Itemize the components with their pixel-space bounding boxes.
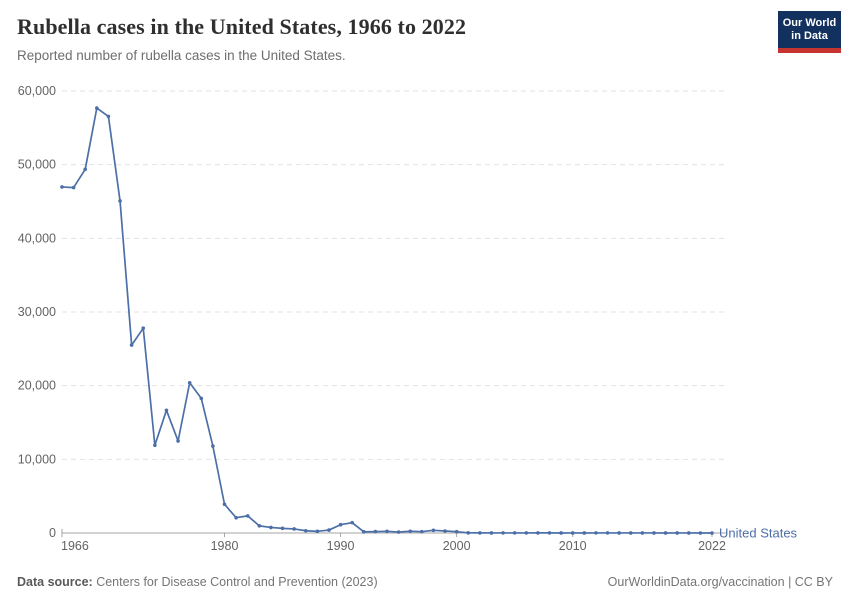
y-tick-label: 10,000 [18, 452, 56, 466]
data-point[interactable] [338, 522, 343, 527]
owid-logo-line2: in Data [791, 29, 828, 42]
data-point[interactable] [605, 531, 610, 535]
data-point[interactable] [176, 439, 180, 443]
x-tick-label: 1980 [211, 539, 239, 553]
data-point[interactable] [71, 185, 76, 190]
line-chart: 0 10,000 20,000 30,000 40,000 50,000 60,000 196… [18, 84, 798, 553]
data-point[interactable] [327, 528, 331, 532]
data-point[interactable] [628, 531, 633, 535]
data-point[interactable] [466, 531, 471, 535]
data-point[interactable] [570, 531, 575, 535]
data-point[interactable] [199, 396, 204, 401]
data-point[interactable] [361, 530, 366, 534]
owid-logo[interactable]: Our World in Data [778, 11, 841, 53]
data-point[interactable] [222, 502, 227, 507]
entity-label[interactable]: United States [719, 525, 798, 540]
chart-subtitle: Reported number of rubella cases in the … [17, 48, 346, 63]
data-point[interactable] [373, 529, 378, 534]
data-point[interactable] [95, 106, 99, 110]
chart-footer: Data source: Centers for Disease Control… [17, 574, 833, 590]
data-source-text: Centers for Disease Control and Preventi… [92, 575, 378, 589]
data-point[interactable] [594, 531, 598, 535]
data-point[interactable] [431, 528, 436, 533]
data-point[interactable] [652, 531, 656, 535]
data-point[interactable] [443, 529, 447, 533]
data-point[interactable] [454, 529, 459, 534]
x-tick-label: 1966 [61, 539, 89, 553]
data-point[interactable] [141, 326, 146, 330]
data-point[interactable] [153, 443, 157, 448]
data-point[interactable] [187, 380, 192, 385]
data-point[interactable] [280, 526, 285, 531]
data-point[interactable] [164, 408, 169, 413]
data-source: Data source: Centers for Disease Control… [17, 574, 378, 590]
data-point[interactable] [245, 514, 250, 518]
y-tick-label: 30,000 [18, 305, 56, 319]
data-point[interactable] [83, 167, 88, 172]
data-point[interactable] [420, 529, 424, 534]
data-point[interactable] [211, 444, 215, 448]
data-point[interactable] [582, 531, 587, 535]
data-point[interactable] [686, 531, 691, 535]
data-point[interactable] [524, 531, 529, 535]
y-tick-label: 0 [49, 526, 56, 540]
x-tick-label: 1990 [327, 539, 355, 553]
owid-logo-line1: Our World [782, 16, 837, 29]
page-title: Rubella cases in the United States, 1966… [17, 14, 467, 39]
data-point[interactable] [350, 520, 354, 525]
data-point[interactable] [640, 531, 645, 535]
data-point[interactable] [512, 531, 517, 535]
data-point[interactable] [489, 531, 494, 535]
data-point[interactable] [559, 531, 563, 535]
chart-header: Rubella cases in the United States, 1966… [17, 13, 760, 64]
data-point[interactable] [501, 531, 505, 535]
data-point[interactable] [547, 531, 552, 535]
data-point[interactable] [663, 531, 668, 535]
y-tick-label: 40,000 [18, 231, 56, 245]
data-point[interactable] [617, 531, 621, 535]
data-point[interactable] [118, 199, 122, 203]
y-tick-label: 50,000 [18, 158, 56, 172]
data-point[interactable] [408, 529, 413, 534]
data-point[interactable] [269, 525, 273, 530]
y-tick-label: 60,000 [18, 84, 56, 98]
data-point[interactable] [478, 531, 482, 535]
x-tick-label: 2000 [443, 539, 471, 553]
x-tick-label: 2010 [559, 539, 587, 553]
data-point[interactable] [106, 114, 111, 119]
series-line[interactable] [61, 107, 713, 534]
data-point[interactable] [60, 185, 64, 189]
data-point[interactable] [396, 530, 401, 534]
data-point[interactable] [385, 529, 389, 534]
data-point[interactable] [315, 529, 320, 534]
y-tick-label: 20,000 [18, 379, 56, 393]
data-point[interactable] [257, 524, 262, 528]
data-point[interactable] [292, 527, 296, 531]
data-point[interactable] [129, 343, 134, 347]
x-tick-label: 2022 [698, 539, 726, 553]
footer-citation-link[interactable]: OurWorldinData.org/vaccination | CC BY [607, 575, 833, 589]
data-point[interactable] [675, 531, 679, 535]
data-point[interactable] [710, 531, 714, 535]
data-source-label: Data source: [17, 575, 93, 589]
data-point[interactable] [698, 531, 703, 535]
data-point[interactable] [234, 515, 238, 520]
data-point[interactable] [536, 531, 540, 535]
data-point[interactable] [303, 528, 308, 533]
